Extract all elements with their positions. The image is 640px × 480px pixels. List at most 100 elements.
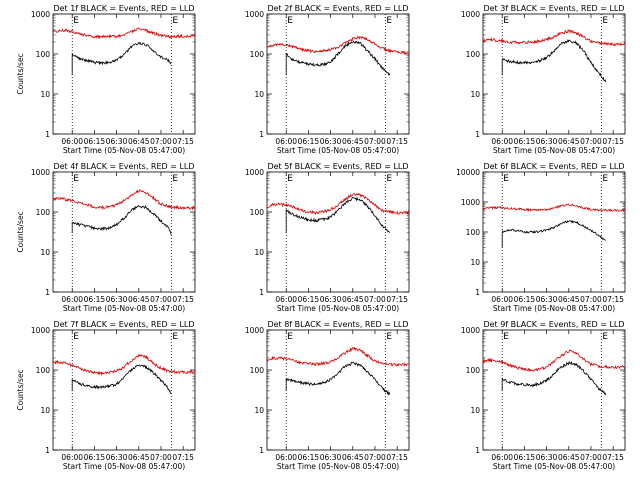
x-tick-label: 06:30 (106, 295, 128, 304)
events-series-line (71, 204, 172, 235)
x-axis-label: Start Time (05-Nov-08 05:47:00) (493, 304, 615, 313)
events-series-line (285, 361, 391, 396)
x-tick-label: 06:00 (491, 137, 513, 146)
y-axis-label: Counts/sec (16, 211, 25, 252)
x-tick-label: 07:00 (364, 453, 386, 462)
x-tick-label: 06:00 (275, 137, 297, 146)
y-tick-label: 10 (470, 90, 480, 99)
event-marker-label: E (287, 174, 293, 184)
x-tick-label: 06:45 (342, 453, 364, 462)
x-tick-label: 06:45 (128, 137, 150, 146)
y-tick-label: 100 (250, 366, 265, 375)
x-tick-label: 07:15 (386, 137, 408, 146)
x-axis-label: Start Time (05-Nov-08 05:47:00) (63, 304, 185, 313)
y-tick-label: 10 (470, 258, 480, 267)
event-marker-label: E (172, 16, 178, 26)
chart-title: Det 4f BLACK = Events, RED = LLD (53, 162, 194, 171)
plot-frame (266, 329, 410, 451)
y-tick-label: 1 (45, 446, 50, 455)
y-tick-label: 100 (36, 208, 51, 217)
event-marker-label: E (172, 332, 178, 342)
chart-panel: Det 1f BLACK = Events, RED = LLD 1 10 100 10… (16, 4, 196, 155)
x-tick-label: 06:00 (61, 137, 83, 146)
x-tick-label: 06:30 (320, 453, 342, 462)
event-marker-label: E (73, 332, 79, 342)
x-tick-label: 06:30 (320, 137, 342, 146)
y-tick-label: 10 (470, 406, 480, 415)
chart-panel: Det 2f BLACK = Events, RED = LLD 1 10 100 10… (245, 4, 410, 155)
x-tick-label: 06:15 (84, 453, 106, 462)
event-marker-label: E (73, 174, 79, 184)
chart-panel: Det 8f BLACK = Events, RED = LLD 1 10 100 10… (245, 320, 410, 471)
x-tick-label: 06:15 (84, 137, 106, 146)
event-marker-label: E (386, 332, 392, 342)
x-tick-label: 07:15 (386, 453, 408, 462)
x-tick-label: 06:30 (536, 295, 558, 304)
x-tick-label: 07:15 (602, 453, 624, 462)
y-tick-label: 1 (475, 446, 480, 455)
event-marker-label: E (503, 332, 509, 342)
lld-series-line (482, 28, 626, 47)
y-tick-label: 10 (40, 406, 50, 415)
y-tick-label: 10000 (456, 168, 480, 177)
chart-panel: Det 4f BLACK = Events, RED = LLD 1 10 100 10… (16, 162, 196, 313)
x-tick-label: 06:45 (128, 295, 150, 304)
y-axis-label: Counts/sec (16, 53, 25, 94)
y-tick-label: 1000 (461, 10, 480, 19)
y-tick-label: 100 (466, 366, 481, 375)
x-axis-label: Start Time (05-Nov-08 05:47:00) (63, 146, 185, 155)
y-tick-label: 1000 (31, 326, 50, 335)
x-tick-label: 06:30 (536, 453, 558, 462)
x-tick-label: 07:15 (602, 137, 624, 146)
x-tick-label: 07:15 (386, 295, 408, 304)
x-tick-label: 06:45 (342, 295, 364, 304)
lld-series-line (266, 192, 410, 216)
chart-panel: Det 7f BLACK = Events, RED = LLD 1 10 100 10… (16, 320, 196, 471)
x-tick-label: 06:00 (275, 453, 297, 462)
events-series-line (71, 41, 172, 75)
x-tick-label: 06:00 (491, 295, 513, 304)
events-series-line (285, 40, 391, 76)
x-tick-label: 07:15 (172, 137, 194, 146)
y-tick-label: 100 (466, 228, 481, 237)
y-tick-label: 1000 (461, 326, 480, 335)
x-tick-label: 07:00 (580, 137, 602, 146)
plot-frame (52, 171, 196, 293)
events-series-line (501, 220, 607, 248)
plot-frame (266, 171, 410, 293)
x-tick-label: 06:45 (558, 453, 580, 462)
y-tick-label: 100 (250, 50, 265, 59)
lld-series-line (266, 35, 410, 55)
x-tick-label: 06:15 (514, 453, 536, 462)
chart-title: Det 8f BLACK = Events, RED = LLD (267, 320, 408, 329)
x-tick-label: 06:45 (558, 295, 580, 304)
event-marker-label: E (73, 16, 79, 26)
event-marker-label: E (503, 174, 509, 184)
event-marker-label: E (503, 16, 509, 26)
x-tick-label: 06:15 (298, 295, 320, 304)
x-tick-label: 06:15 (298, 137, 320, 146)
x-tick-label: 07:00 (580, 295, 602, 304)
lld-series-line (266, 346, 409, 367)
x-tick-label: 06:45 (128, 453, 150, 462)
x-tick-label: 06:45 (558, 137, 580, 146)
plot-frame (52, 13, 196, 135)
chart-title: Det 1f BLACK = Events, RED = LLD (53, 4, 194, 13)
x-tick-label: 06:00 (491, 453, 513, 462)
y-tick-label: 1000 (461, 198, 480, 207)
y-tick-label: 1 (475, 288, 480, 297)
y-tick-label: 1000 (31, 10, 50, 19)
y-tick-label: 100 (466, 50, 481, 59)
x-tick-label: 07:15 (172, 453, 194, 462)
chart-title: Det 2f BLACK = Events, RED = LLD (267, 4, 408, 13)
x-tick-label: 06:30 (106, 453, 128, 462)
chart-panel: Det 3f BLACK = Events, RED = LLD 1 10 100 10… (461, 4, 626, 155)
y-tick-label: 1 (475, 130, 480, 139)
x-tick-label: 07:00 (364, 295, 386, 304)
y-tick-label: 10 (254, 90, 264, 99)
x-tick-label: 07:15 (172, 295, 194, 304)
plot-frame (52, 329, 196, 451)
x-tick-label: 06:30 (320, 295, 342, 304)
x-tick-label: 07:00 (150, 137, 172, 146)
plot-frame (482, 329, 626, 451)
